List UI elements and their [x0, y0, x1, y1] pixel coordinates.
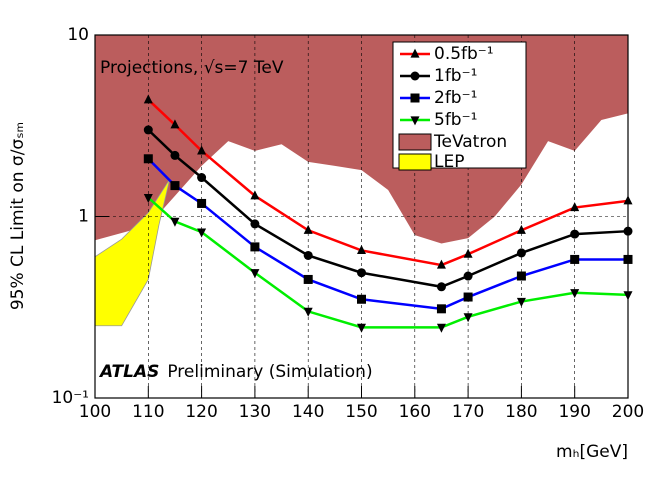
marker — [197, 198, 207, 208]
marker — [516, 248, 526, 258]
marker — [436, 282, 446, 292]
marker — [303, 250, 313, 260]
marker — [463, 248, 473, 258]
y-tick-label: 10 — [67, 25, 89, 45]
legend-label: 0.5fb⁻¹ — [434, 44, 494, 64]
y-tick-label: 10⁻¹ — [52, 388, 89, 408]
marker — [463, 292, 473, 302]
annotation-bold: ATLAS — [98, 362, 159, 382]
marker — [410, 93, 420, 103]
marker — [463, 313, 473, 323]
marker — [250, 190, 260, 200]
annotation: ATLAS Preliminary (Simulation) — [98, 362, 373, 382]
x-tick-label: 160 — [399, 402, 431, 422]
marker — [143, 194, 153, 204]
marker — [570, 289, 580, 299]
legend-label: TeVatron — [433, 132, 507, 152]
marker — [410, 116, 420, 126]
x-tick-label: 150 — [345, 402, 377, 422]
marker — [357, 268, 366, 278]
marker — [463, 271, 473, 281]
marker — [170, 217, 180, 227]
x-tick-label: 180 — [505, 402, 537, 422]
annotation: Preliminary (Simulation) — [167, 362, 372, 382]
legend-label: 2fb⁻¹ — [434, 88, 477, 108]
marker — [357, 294, 366, 304]
marker — [250, 242, 260, 252]
y-axis-label: 95% CL Limit on σ/σₛₘ — [8, 122, 28, 310]
marker — [436, 323, 446, 333]
marker — [197, 173, 207, 183]
x-axis-label: mₕ[GeV] — [556, 442, 628, 462]
x-tick-label: 110 — [132, 402, 164, 422]
marker — [197, 145, 207, 155]
legend-label: 1fb⁻¹ — [434, 66, 477, 86]
marker — [143, 94, 153, 104]
marker — [303, 307, 313, 317]
marker — [250, 219, 260, 229]
marker — [143, 125, 153, 135]
marker — [436, 259, 446, 269]
annotation: Projections, √s=7 TeV — [100, 58, 284, 78]
x-tick-label: 170 — [452, 402, 484, 422]
marker — [410, 48, 420, 58]
marker — [570, 254, 580, 264]
legend-label: 5fb⁻¹ — [434, 110, 477, 130]
legend-swatch — [398, 133, 432, 151]
marker — [250, 269, 260, 279]
marker — [170, 119, 180, 129]
marker — [197, 228, 207, 238]
marker — [303, 274, 313, 284]
marker — [436, 304, 446, 314]
x-tick-label: 190 — [558, 402, 590, 422]
marker — [303, 224, 313, 234]
marker — [170, 181, 180, 191]
x-tick-label: 140 — [292, 402, 324, 422]
region — [94, 179, 171, 327]
x-tick-label: 130 — [239, 402, 271, 422]
x-tick-label: 200 — [612, 402, 644, 422]
marker — [570, 229, 580, 239]
legend-label: LEP — [434, 152, 464, 172]
marker — [357, 323, 366, 333]
marker — [516, 224, 526, 234]
marker — [357, 245, 366, 255]
y-tick-label: 1 — [78, 207, 89, 227]
plot-frame — [94, 34, 629, 399]
marker — [516, 297, 526, 307]
marker — [170, 150, 180, 160]
marker — [143, 154, 153, 164]
x-tick-label: 120 — [185, 402, 217, 422]
marker — [516, 271, 526, 281]
x-tick-label: 100 — [79, 402, 111, 422]
marker — [570, 202, 580, 212]
legend-swatch — [398, 153, 432, 171]
marker — [410, 71, 420, 81]
